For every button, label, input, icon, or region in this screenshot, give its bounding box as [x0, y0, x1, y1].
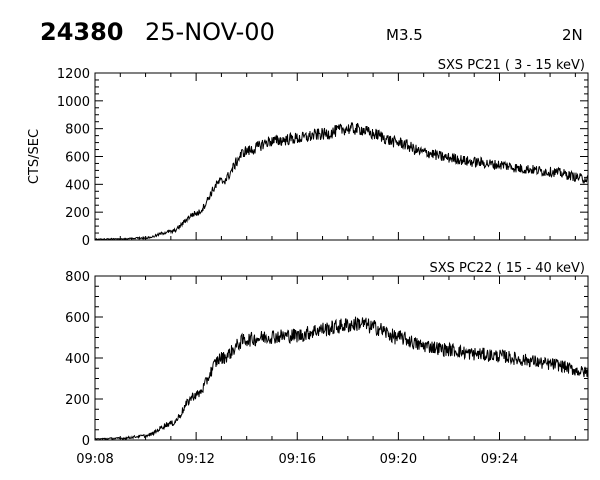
x-tick-label: 09:20 [380, 452, 417, 467]
y-tick-label: 400 [65, 352, 90, 367]
y-tick-label: 800 [65, 270, 90, 285]
panel-pc21: SXS PC21 ( 3 - 15 keV) 0 200 400 600 800 1000 1… [27, 58, 589, 249]
y-tick-label: 1200 [57, 67, 90, 82]
flare-location: 2N [562, 26, 583, 44]
x-tick-label: 09:12 [177, 452, 214, 467]
y-tick-label: 200 [65, 393, 90, 408]
x-tick-label: 09:08 [76, 452, 113, 467]
x-tick-label: 09:16 [279, 452, 316, 467]
y-tick-label: 600 [65, 151, 90, 166]
plot-frame [94, 72, 589, 241]
x-tick-label: 09:24 [481, 452, 518, 467]
panel-title: SXS PC22 ( 15 - 40 keV) [429, 261, 585, 276]
panel-title: SXS PC21 ( 3 - 15 keV) [438, 58, 585, 73]
y-tick-label: 600 [65, 311, 90, 326]
y-tick-label: 200 [65, 206, 90, 221]
event-id: 24380 [40, 18, 124, 46]
event-date: 25-NOV-00 [145, 18, 275, 46]
y-tick-label: 400 [65, 178, 90, 193]
y-tick-label: 0 [82, 434, 90, 449]
y-tick-label: 1000 [57, 95, 90, 110]
count-rate-trace [94, 316, 589, 441]
count-rate-trace [94, 121, 589, 241]
panel-pc22: SXS PC22 ( 15 - 40 keV) 0 200 400 600 800 09:0… [65, 261, 589, 467]
y-tick-label: 0 [82, 234, 90, 249]
flare-class: M3.5 [386, 26, 423, 44]
y-tick-label: 800 [65, 123, 90, 138]
y-axis-label: CTS/SEC [27, 129, 42, 184]
